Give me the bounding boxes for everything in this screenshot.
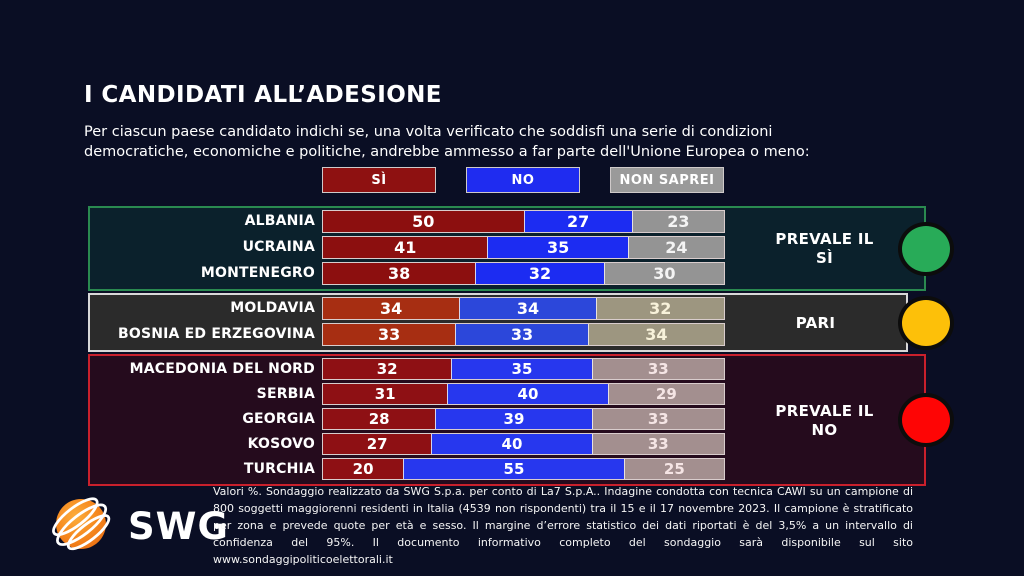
page-title: I CANDIDATI ALL’ADESIONE xyxy=(84,82,442,108)
group-pari: MOLDAVIA 34 34 32 BOSNIA ED ERZEGOVINA 33 33 34… xyxy=(88,293,954,352)
bar-segment-si: 33 xyxy=(323,324,456,345)
question-text: Per ciascun paese candidato indichi se, … xyxy=(84,124,810,160)
bar-row-serbia: SERBIA 31 40 29 xyxy=(90,383,725,405)
stacked-bar: 34 34 32 xyxy=(322,297,725,320)
bar-segment-si: 38 xyxy=(323,263,476,284)
bar-row-montenegro: MONTENEGRO 38 32 30 xyxy=(90,262,725,285)
stacked-bar: 50 27 23 xyxy=(322,210,725,233)
stacked-bar: 31 40 29 xyxy=(322,383,725,405)
bar-segment-non-saprei: 33 xyxy=(591,409,724,429)
bar-segment-non-saprei: 29 xyxy=(607,384,724,404)
bar-segment-si: 32 xyxy=(323,359,452,379)
bar-segment-no: 33 xyxy=(455,324,588,345)
swg-globe-icon xyxy=(44,486,118,566)
bar-segment-no: 40 xyxy=(447,384,608,404)
bar-segment-si: 27 xyxy=(323,434,432,454)
stacked-bar: 28 39 33 xyxy=(322,408,725,430)
bar-segment-no: 40 xyxy=(431,434,592,454)
bar-segment-no: 27 xyxy=(523,211,632,232)
bar-row-macedonia-del-nord: MACEDONIA DEL NORD 32 35 33 xyxy=(90,358,725,380)
stacked-bar: 32 35 33 xyxy=(322,358,725,380)
group-label: PARI xyxy=(795,313,836,332)
bar-segment-si: 34 xyxy=(323,298,460,319)
country-label: KOSOVO xyxy=(247,435,315,452)
country-label: ALBANIA xyxy=(244,213,315,229)
stacked-bar: 20 55 25 xyxy=(322,458,725,480)
group-rows: MOLDAVIA 34 34 32 BOSNIA ED ERZEGOVINA 33 33 34 xyxy=(90,297,725,349)
bar-row-kosovo: KOSOVO 27 40 33 xyxy=(90,433,725,455)
group-label: PREVALE IL NO xyxy=(775,401,874,439)
group-label: PREVALE IL SÌ xyxy=(775,230,874,267)
group-rows: ALBANIA 50 27 23 UCRAINA 41 35 24 MONTENEGRO 38 32… xyxy=(90,210,725,288)
bar-segment-no: 39 xyxy=(435,409,592,429)
stacked-bar: 27 40 33 xyxy=(322,433,725,455)
country-label: MOLDAVIA xyxy=(230,300,315,316)
brand-name: SWG xyxy=(128,504,229,548)
bar-segment-si: 28 xyxy=(323,409,436,429)
indicator-green-circle xyxy=(898,221,954,276)
country-label: UCRAINA xyxy=(242,239,315,255)
chart-groups: ALBANIA 50 27 23 UCRAINA 41 35 24 MONTENEGRO 38 32… xyxy=(88,206,954,488)
stacked-bar: 41 35 24 xyxy=(322,236,725,259)
bar-segment-no: 35 xyxy=(487,237,628,258)
bar-segment-non-saprei: 24 xyxy=(627,237,724,258)
bar-segment-no: 35 xyxy=(451,359,592,379)
legend-item-non-saprei: NON SAPREI xyxy=(610,167,724,193)
bar-segment-non-saprei: 23 xyxy=(631,211,724,232)
stacked-bar: 33 33 34 xyxy=(322,323,725,346)
bar-segment-no: 32 xyxy=(475,263,604,284)
bar-segment-si: 20 xyxy=(323,459,404,479)
group-rows: MACEDONIA DEL NORD 32 35 33 SERBIA 31 40 29 GEOR… xyxy=(90,358,725,483)
bar-segment-non-saprei: 30 xyxy=(603,263,724,284)
group-prevale-il-si: ALBANIA 50 27 23 UCRAINA 41 35 24 MONTENEGRO 38 32… xyxy=(88,206,954,291)
bar-row-moldavia: MOLDAVIA 34 34 32 xyxy=(90,297,725,320)
methodology-note: Valori %. Sondaggio realizzato da SWG S.… xyxy=(213,485,913,566)
bar-row-albania: ALBANIA 50 27 23 xyxy=(90,210,725,233)
stacked-bar: 38 32 30 xyxy=(322,262,725,285)
bar-row-ucraina: UCRAINA 41 35 24 xyxy=(90,236,725,259)
indicator-yellow-circle xyxy=(898,295,954,350)
country-label: MONTENEGRO xyxy=(200,265,315,281)
group-prevale-il-no: MACEDONIA DEL NORD 32 35 33 SERBIA 31 40 29 GEOR… xyxy=(88,354,954,486)
bar-segment-non-saprei: 25 xyxy=(623,459,724,479)
legend: SÌ NO NON SAPREI xyxy=(322,167,724,193)
bar-row-turchia: TURCHIA 20 55 25 xyxy=(90,458,725,480)
bar-segment-non-saprei: 34 xyxy=(587,324,724,345)
bar-segment-no: 34 xyxy=(459,298,596,319)
country-label: GEORGIA xyxy=(242,410,315,427)
country-label: BOSNIA ED ERZEGOVINA xyxy=(117,326,315,342)
bar-row-georgia: GEORGIA 28 39 33 xyxy=(90,408,725,430)
bar-segment-si: 50 xyxy=(323,211,524,232)
legend-item-no: NO xyxy=(466,167,580,193)
bar-row-bosnia-ed-erzegovina: BOSNIA ED ERZEGOVINA 33 33 34 xyxy=(90,323,725,346)
indicator-red-circle xyxy=(898,393,954,447)
brand-block: SWG xyxy=(44,486,229,566)
bar-segment-no: 55 xyxy=(403,459,624,479)
legend-item-si: SÌ xyxy=(322,167,436,193)
bar-segment-non-saprei: 32 xyxy=(595,298,724,319)
country-label: SERBIA xyxy=(256,385,315,402)
bar-segment-si: 31 xyxy=(323,384,448,404)
bar-segment-non-saprei: 33 xyxy=(591,434,724,454)
bar-segment-non-saprei: 33 xyxy=(591,359,724,379)
country-label: MACEDONIA DEL NORD xyxy=(129,360,315,377)
country-label: TURCHIA xyxy=(243,460,315,477)
bar-segment-si: 41 xyxy=(323,237,488,258)
